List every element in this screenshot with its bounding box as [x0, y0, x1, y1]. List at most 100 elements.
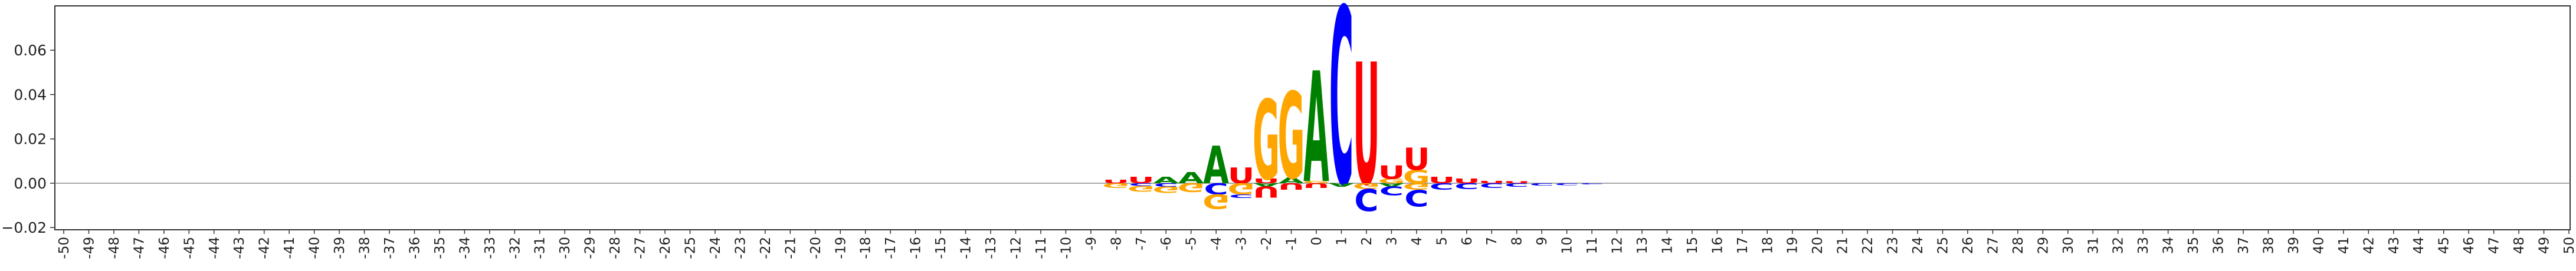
x-tick-label: -13: [984, 237, 999, 259]
x-tick-label: 40: [2311, 237, 2326, 254]
x-tick-label: 35: [2186, 237, 2201, 254]
x-tick-label: 11: [1585, 237, 1600, 254]
x-tick-label: -29: [583, 237, 598, 259]
logo-letter-u: U: [1453, 177, 1480, 184]
x-tick-label: 24: [1910, 237, 1926, 254]
y-tick-label: 0.06: [14, 42, 47, 59]
logo-letter-a: A: [1253, 182, 1279, 187]
x-tick-label: -12: [1008, 237, 1024, 259]
x-tick-label: 4: [1410, 237, 1425, 246]
logo-letter-g: G: [1403, 166, 1430, 187]
x-tick-label: -28: [608, 237, 623, 259]
x-tick-label: 46: [2462, 237, 2477, 254]
x-tick-label: -10: [1058, 237, 1074, 259]
x-tick-label: 12: [1610, 237, 1625, 254]
x-tick-label: -34: [457, 237, 473, 259]
logo-letter-a: A: [1203, 136, 1229, 196]
x-tick-label: -35: [432, 237, 448, 259]
logo-letter-c: C: [1480, 181, 1504, 189]
x-tick-label: 26: [1961, 237, 1976, 254]
x-tick-label: 18: [1760, 237, 1775, 254]
x-axis: -50 -49 -48 -47 -46 -45 -44 -43 -42 -41 -40 -39 -38-…: [57, 230, 2576, 259]
logo-letter-u: U: [1128, 175, 1155, 186]
x-tick-label: 32: [2111, 237, 2126, 254]
logo-letter-g: G: [1353, 181, 1380, 190]
x-tick-label: 15: [1685, 237, 1700, 254]
x-tick-label: 10: [1560, 237, 1575, 254]
logo-letter-g: G: [1303, 180, 1330, 184]
logo-letter-a: A: [1329, 182, 1354, 187]
logo-letter-c: C: [1354, 181, 1378, 217]
logo-letter-g: G: [1277, 68, 1305, 206]
x-tick-label: 36: [2211, 237, 2227, 254]
x-tick-label: 30: [2061, 237, 2076, 254]
x-tick-label: 8: [1510, 237, 1525, 246]
logo-letter-u: U: [1478, 180, 1505, 184]
logo-letter-g: G: [1228, 180, 1255, 197]
x-tick-label: -41: [282, 237, 297, 259]
x-tick-label: -17: [883, 237, 899, 259]
logo-letter-g: G: [1152, 184, 1179, 195]
logo-letter-g: G: [1378, 177, 1405, 184]
logo-letter-u: U: [1428, 175, 1455, 186]
x-tick-label: -26: [658, 237, 673, 259]
x-tick-label: -50: [57, 237, 72, 259]
x-tick-label: 23: [1886, 237, 1901, 254]
y-tick-label: 0.04: [14, 86, 47, 103]
x-tick-label: -16: [909, 237, 924, 259]
x-tick-label: 39: [2286, 237, 2302, 254]
x-tick-label: 45: [2437, 237, 2452, 254]
plot-area: [54, 5, 2571, 230]
y-axis: −0.02 0.00 0.02 0.04 0.06: [1, 42, 55, 236]
logo-letter-c: C: [1430, 181, 1454, 191]
logo-letter-g: G: [1178, 180, 1205, 194]
x-tick-label: 16: [1710, 237, 1725, 254]
x-tick-label: 25: [1936, 237, 1951, 254]
x-tick-label: 44: [2411, 237, 2427, 254]
x-tick-label: -45: [182, 237, 197, 259]
x-tick-label: 49: [2537, 237, 2552, 254]
x-tick-label: 28: [2011, 237, 2026, 254]
x-tick-label: 33: [2136, 237, 2151, 254]
logo-letter-c: C: [1229, 193, 1253, 199]
x-tick-label: -49: [81, 237, 97, 259]
logo-letter-c: C: [1530, 183, 1554, 186]
x-tick-label: -15: [933, 237, 949, 259]
x-tick-label: 0: [1309, 237, 1325, 246]
x-tick-label: 47: [2487, 237, 2502, 254]
logo-letter-c: C: [1329, 0, 1353, 241]
x-tick-label: 29: [2036, 237, 2051, 254]
x-tick-label: 5: [1434, 237, 1450, 246]
x-tick-label: -47: [132, 237, 147, 259]
logo-letter-c: C: [1404, 184, 1428, 211]
x-tick-label: 2: [1359, 237, 1375, 246]
logo-letter-u: U: [1353, 29, 1380, 223]
logo-letter-g: G: [1102, 181, 1129, 189]
logo-letter-a: A: [1379, 182, 1404, 187]
x-tick-label: -21: [783, 237, 798, 259]
x-tick-label: -7: [1134, 237, 1149, 250]
x-tick-label: 31: [2086, 237, 2101, 254]
x-tick-label: -22: [758, 237, 774, 259]
x-tick-label: 6: [1460, 237, 1475, 246]
y-tick-label: −0.02: [1, 219, 47, 236]
y-tick-label: 0.00: [14, 175, 47, 192]
logo-letter-a: A: [1303, 40, 1329, 217]
logo-letter-u: U: [1253, 183, 1280, 200]
x-tick-label: -46: [157, 237, 172, 259]
x-tick-label: -18: [858, 237, 874, 259]
logo-letter-a: A: [1153, 175, 1179, 186]
x-tick-label: 13: [1635, 237, 1650, 254]
x-tick-label: -33: [483, 237, 498, 259]
logo-letter-c: C: [1555, 183, 1579, 186]
x-tick-label: -24: [708, 237, 723, 259]
x-tick-label: -37: [382, 237, 398, 259]
x-tick-label: 19: [1785, 237, 1801, 254]
x-tick-label: 43: [2387, 237, 2402, 254]
logo-letter-c: C: [1379, 184, 1404, 198]
x-tick-label: -3: [1234, 237, 1250, 250]
x-tick-label: -38: [358, 237, 373, 259]
